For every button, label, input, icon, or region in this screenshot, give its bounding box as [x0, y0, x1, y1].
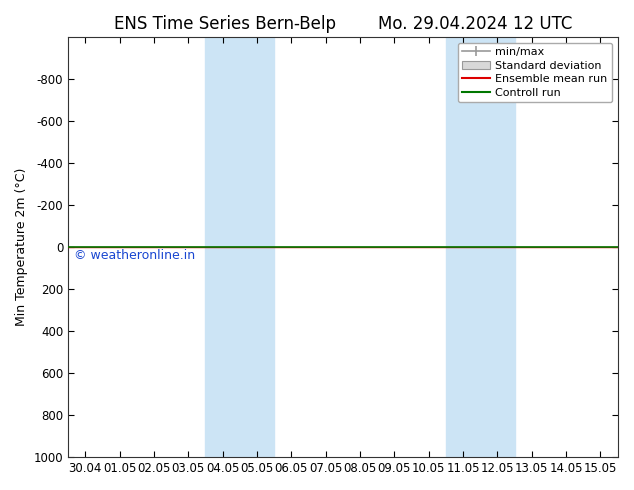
Bar [446, 37, 515, 457]
Legend: min/max, Standard deviation, Ensemble mean run, Controll run: min/max, Standard deviation, Ensemble me… [458, 43, 612, 102]
Text: © weatheronline.in: © weatheronline.in [74, 249, 195, 262]
Title: ENS Time Series Bern-Belp        Mo. 29.04.2024 12 UTC: ENS Time Series Bern-Belp Mo. 29.04.2024… [113, 15, 572, 33]
Y-axis label: Min Temperature 2m (°C): Min Temperature 2m (°C) [15, 168, 28, 326]
Bar [205, 37, 274, 457]
